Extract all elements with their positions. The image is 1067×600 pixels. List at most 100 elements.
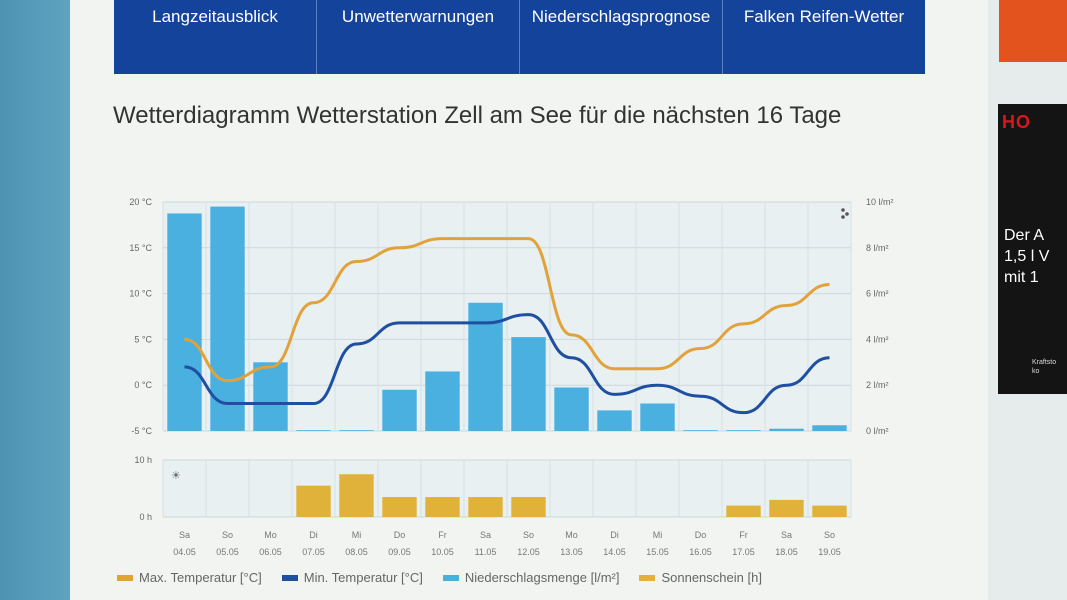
x-axis-date-label: 04.05 xyxy=(173,547,196,557)
ad-small-print: Kraftsto ko xyxy=(1032,358,1067,376)
tab-langzeitausblick[interactable]: Langzeitausblick xyxy=(114,0,317,74)
right-axis-tick-label: 0 l/m² xyxy=(866,426,889,436)
legend-sunshine-swatch xyxy=(639,574,656,581)
x-axis-day-label: Sa xyxy=(179,530,190,540)
advertisement[interactable]: HO Der A 1,5 l V mit 1 Kraftsto ko xyxy=(998,104,1067,394)
precip-bar xyxy=(769,428,804,431)
precip-bar xyxy=(339,430,374,431)
x-axis-date-label: 17.05 xyxy=(732,547,755,557)
precip-bar xyxy=(382,389,417,431)
precip-bar xyxy=(597,410,632,431)
tab-falken-reifen-wetter[interactable]: Falken Reifen-Wetter xyxy=(743,7,905,26)
x-axis-day-label: Sa xyxy=(480,530,491,540)
left-axis-tick-label: 10 °C xyxy=(129,289,152,299)
x-axis-date-label: 11.05 xyxy=(475,547,497,557)
x-axis-day-label: So xyxy=(222,530,233,540)
precip-bar xyxy=(425,371,460,431)
tab-niederschlagsprognose[interactable]: Niederschlagsprognose xyxy=(520,0,723,74)
legend-sunshine-label: Sonnenschein [h] xyxy=(661,570,762,585)
sunshine-bar xyxy=(382,497,417,517)
x-axis-day-label: Mo xyxy=(565,530,578,540)
ad-text-line-1: Der A xyxy=(1004,227,1045,244)
ad-brand-logo: HO xyxy=(1002,112,1031,132)
x-axis-day-label: Sa xyxy=(781,530,792,540)
precip-bar xyxy=(640,403,675,431)
x-axis-day-label: So xyxy=(824,530,835,540)
x-axis-date-label: 19.05 xyxy=(818,547,841,557)
precip-bar xyxy=(554,387,589,431)
precip-bar xyxy=(511,337,546,431)
x-axis-date-label: 06.05 xyxy=(259,547,282,557)
x-axis-date-label: 13.05 xyxy=(560,547,583,557)
right-axis-tick-label: 10 l/m² xyxy=(866,197,894,207)
right-axis-tick-label: 2 l/m² xyxy=(866,380,889,390)
sunshine-bars xyxy=(296,474,847,517)
legend-min-temp[interactable]: Min. Temperatur [°C] xyxy=(281,570,423,585)
x-axis-date-label: 10.05 xyxy=(431,547,454,557)
x-axis-day-label: Fr xyxy=(438,530,447,540)
x-axis-date-label: 16.05 xyxy=(689,547,712,557)
precipitation-bars xyxy=(167,206,847,431)
legend-precipitation-swatch xyxy=(442,574,459,581)
axis-labels: 20 °C 15 °C 10 °C 5 °C 0 °C -5 °C 10 l/m² 8 l/m… xyxy=(129,197,893,557)
sunshine-bar xyxy=(425,497,460,517)
sunshine-bar xyxy=(511,497,546,517)
x-axis-date-label: 08.05 xyxy=(345,547,368,557)
x-axis-date-label: 05.05 xyxy=(216,547,239,557)
ad-small-line-1: Kraftsto xyxy=(1032,359,1057,366)
left-axis-tick-label: 20 °C xyxy=(129,197,152,207)
x-axis-day-label: Di xyxy=(309,530,318,540)
page-title: Wetterdiagramm Wetterstation Zell am See… xyxy=(113,102,842,129)
sunshine-bar xyxy=(468,497,503,517)
left-background xyxy=(0,0,70,600)
x-axis-day-label: Mi xyxy=(653,530,663,540)
sunshine-bar xyxy=(296,485,331,517)
x-axis-day-label: So xyxy=(523,530,534,540)
legend-max-temp[interactable]: Max. Temperatur [°C] xyxy=(117,570,262,585)
legend-sunshine[interactable]: Sonnenschein [h] xyxy=(639,570,762,585)
legend-min-temp-swatch xyxy=(281,574,298,581)
ad-small-line-2: ko xyxy=(1032,368,1040,375)
left-axis-tick-label: 0 °C xyxy=(134,380,152,390)
x-axis-day-label: Do xyxy=(695,530,707,540)
x-axis-date-label: 09.05 xyxy=(388,547,411,557)
x-axis-date-label: 18.05 xyxy=(775,547,798,557)
ad-text-line-2: 1,5 l V xyxy=(1004,248,1050,265)
legend-min-temp-label: Min. Temperatur [°C] xyxy=(303,570,423,585)
legend-precipitation[interactable]: Niederschlagsmenge [l/m²] xyxy=(442,570,619,585)
right-axis-tick-label: 4 l/m² xyxy=(866,334,889,344)
legend-max-temp-label: Max. Temperatur [°C] xyxy=(139,570,262,585)
max-temperature-line xyxy=(184,237,830,383)
sunshine-marker-icon: ☀ xyxy=(171,470,181,482)
ad-text-line-3: mit 1 xyxy=(1004,269,1039,286)
x-axis-day-label: Do xyxy=(394,530,406,540)
sunshine-bar xyxy=(769,499,804,517)
top-navigation: Langzeitausblick Unwetterwarnungen Niede… xyxy=(114,0,925,74)
x-axis-day-label: Mo xyxy=(264,530,277,540)
min-temperature-line xyxy=(184,313,830,415)
right-axis-tick-label: 8 l/m² xyxy=(866,243,889,253)
sunshine-bar xyxy=(339,474,374,517)
left-axis-tick-label: -5 °C xyxy=(131,426,152,436)
right-axis-tick-label: 6 l/m² xyxy=(866,289,889,299)
precip-bar xyxy=(296,430,331,431)
x-axis-date-label: 14.05 xyxy=(603,547,626,557)
sunshine-bar xyxy=(726,505,761,517)
x-axis-day-label: Mi xyxy=(352,530,362,540)
legend-max-temp-swatch xyxy=(117,574,133,581)
tab-unwetterwarnungen[interactable]: Unwetterwarnungen xyxy=(317,0,520,74)
precip-bar xyxy=(167,213,202,431)
chart-legend: Max. Temperatur [°C] Min. Temperatur [°C… xyxy=(117,570,782,585)
x-axis-day-label: Di xyxy=(610,530,619,540)
precip-bar xyxy=(253,362,288,431)
orange-side-banner[interactable] xyxy=(999,0,1067,62)
x-axis-date-label: 12.05 xyxy=(517,547,540,557)
precip-bar xyxy=(683,430,718,431)
sunshine-axis-tick-label: 0 h xyxy=(139,512,152,522)
precip-bar xyxy=(210,206,245,431)
precip-bar xyxy=(726,430,761,431)
x-axis-day-label: Fr xyxy=(739,530,748,540)
chart-menu-icon[interactable] xyxy=(841,208,849,219)
x-axis-date-label: 07.05 xyxy=(302,547,325,557)
